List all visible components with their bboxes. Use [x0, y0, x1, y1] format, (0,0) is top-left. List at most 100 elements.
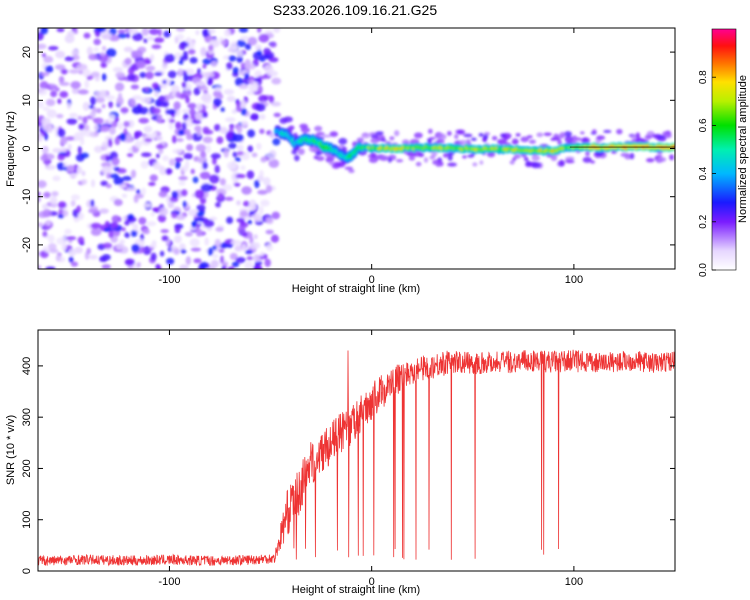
noise-blob — [101, 165, 112, 175]
noise-blob — [258, 205, 264, 215]
noise-blob — [173, 101, 181, 110]
track-halo-blob — [423, 157, 429, 163]
noise-blob — [76, 205, 82, 214]
noise-blob — [239, 35, 250, 41]
track-halo-blob — [408, 155, 416, 161]
noise-blob — [202, 126, 210, 134]
noise-blob — [239, 99, 247, 109]
track-halo-blob — [590, 160, 595, 164]
bottom-y-axis-label: SNR (10 * v/v) — [5, 415, 17, 485]
noise-blob — [49, 248, 59, 254]
noise-blob — [51, 191, 59, 197]
colorbar-label: Normalized spectral amplitude — [737, 75, 749, 223]
noise-blob — [153, 37, 165, 43]
track-halo-blob — [273, 112, 281, 118]
noise-blob — [142, 228, 150, 235]
noise-blob — [124, 57, 132, 65]
noise-blob — [220, 39, 227, 46]
noise-blob — [186, 143, 194, 152]
noise-blob — [231, 109, 237, 114]
noise-blob — [107, 138, 113, 148]
track-halo-blob — [563, 131, 573, 137]
noise-blob — [102, 45, 107, 51]
track-halo-blob — [344, 166, 354, 171]
noise-blob — [156, 264, 162, 269]
noise-blob — [244, 72, 250, 79]
noise-blob — [178, 180, 186, 186]
noise-blob — [43, 191, 51, 199]
noise-blob — [66, 164, 75, 173]
y-tick-label: 400 — [21, 357, 33, 375]
noise-blob — [101, 264, 111, 269]
x-tick-label: 100 — [565, 576, 583, 588]
noise-blob — [95, 97, 106, 103]
noise-blob — [88, 104, 94, 109]
noise-blob — [233, 182, 241, 187]
noise-blob — [38, 88, 48, 96]
noise-blob — [258, 94, 268, 103]
noise-blob — [135, 189, 141, 194]
noise-blob — [124, 219, 130, 226]
track-halo-blob — [313, 155, 319, 160]
noise-blob — [236, 151, 244, 156]
track-halo-blob — [531, 161, 541, 169]
noise-blob — [119, 239, 126, 244]
track-halo-blob — [375, 131, 384, 135]
noise-blob — [76, 166, 83, 174]
track-halo-blob — [427, 128, 433, 134]
noise-blob — [204, 237, 209, 246]
noise-blob — [202, 58, 211, 65]
track-halo-blob — [380, 138, 387, 142]
noise-blob — [116, 96, 124, 106]
noise-blob — [45, 98, 56, 107]
noise-blob — [68, 256, 74, 263]
track-halo-blob — [646, 157, 655, 163]
track-halo-blob — [644, 134, 652, 140]
noise-blob — [39, 28, 49, 35]
noise-blob — [234, 77, 244, 87]
noise-blob — [62, 210, 69, 217]
noise-blob — [173, 108, 181, 117]
noise-blob — [228, 55, 237, 62]
noise-blob — [269, 41, 277, 48]
track-halo-blob — [300, 127, 311, 133]
noise-blob — [196, 211, 205, 217]
track-halo-blob — [338, 137, 348, 145]
noise-blob — [114, 116, 120, 123]
track-halo-blob — [629, 152, 635, 160]
noise-blob — [219, 255, 225, 264]
noise-blob — [151, 107, 161, 115]
track-halo-blob — [329, 131, 339, 137]
noise-blob — [168, 158, 176, 166]
noise-blob — [212, 157, 217, 165]
noise-blob — [82, 68, 91, 78]
noise-blob — [167, 70, 177, 79]
noise-blob — [134, 130, 143, 138]
noise-blob — [157, 100, 167, 107]
noise-blob — [157, 95, 166, 102]
noise-blob — [166, 195, 172, 204]
noise-blob — [41, 53, 47, 58]
noise-blob — [125, 32, 131, 39]
noise-blob — [259, 114, 266, 120]
track-halo-blob — [308, 145, 318, 153]
noise-blob — [269, 132, 275, 139]
noise-blob — [56, 113, 64, 119]
noise-blob — [132, 95, 143, 101]
track-halo-blob — [462, 155, 467, 159]
track-halo-blob — [393, 130, 400, 137]
colorbar-tick-label: 0.0 — [698, 263, 709, 277]
noise-blob — [212, 253, 219, 259]
noise-blob — [42, 209, 52, 218]
track-halo-blob — [314, 125, 323, 132]
noise-blob — [181, 165, 189, 172]
noise-blob — [100, 162, 112, 168]
noise-blob — [259, 128, 265, 134]
track-halo-blob — [497, 138, 507, 145]
colorbar: 0.0 0.2 0.4 0.6 0.8 Normalized spectral ampl… — [698, 28, 749, 277]
noise-blob — [44, 65, 54, 73]
noise-blob — [129, 98, 136, 107]
noise-blob — [176, 33, 185, 41]
track-halo-blob — [500, 133, 507, 138]
noise-blob — [158, 190, 168, 198]
